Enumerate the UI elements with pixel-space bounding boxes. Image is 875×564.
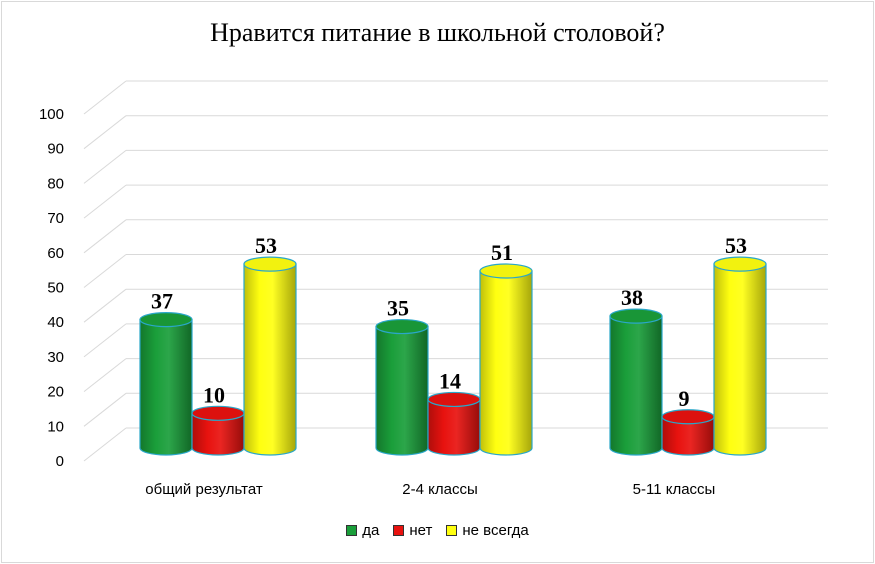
y-tick-label: 80	[47, 175, 64, 192]
gridline-diagonal	[83, 427, 127, 462]
data-label: 51	[491, 240, 513, 265]
data-label: 37	[151, 289, 173, 314]
gridline-diagonal	[83, 80, 127, 115]
gridlines	[83, 80, 828, 462]
bar-да-0	[139, 312, 193, 456]
chart-title: Нравится питание в школьной столовой?	[210, 18, 665, 47]
bar-body	[427, 398, 481, 456]
bars	[139, 256, 767, 456]
bar-не-всегда-2	[713, 256, 767, 456]
bar-top	[191, 405, 245, 421]
y-tick-label: 70	[47, 210, 64, 227]
legend-item: нет	[393, 522, 432, 539]
y-tick-label: 90	[47, 141, 64, 158]
x-tick-label: общий результат	[145, 481, 263, 498]
bar-body	[661, 416, 715, 456]
gridline-diagonal	[83, 254, 127, 288]
data-label: 53	[725, 233, 747, 258]
data-label: 14	[439, 368, 461, 393]
gridline-diagonal	[83, 392, 127, 427]
bar-body	[243, 263, 297, 456]
y-tick-label: 60	[47, 245, 64, 262]
bar-top	[427, 391, 481, 408]
data-label: 38	[621, 285, 643, 310]
legend-swatch	[346, 525, 358, 536]
gridline-diagonal	[83, 115, 127, 150]
bar-body	[479, 270, 533, 456]
y-tick-label: 10	[47, 418, 64, 435]
bar-нет-2	[661, 409, 715, 456]
y-tick-label: 100	[39, 106, 64, 123]
y-tick-label: 0	[56, 453, 64, 470]
bar-top	[713, 256, 767, 272]
legend-swatch	[446, 525, 458, 536]
bar-top	[479, 263, 533, 279]
legend-label: нет	[409, 522, 433, 539]
bar-да-2	[609, 308, 663, 456]
data-label: 35	[387, 296, 409, 321]
bar-top	[243, 256, 297, 272]
legend-swatch	[393, 525, 405, 536]
bar-да-1	[375, 318, 429, 456]
bar-body	[609, 315, 663, 456]
data-label: 9	[679, 386, 690, 411]
gridline-diagonal	[83, 184, 127, 219]
bar-body	[191, 412, 245, 456]
chart-legend: да нет не всегда	[0, 522, 875, 539]
bar-нет-1	[427, 391, 481, 456]
gridline-diagonal	[83, 323, 127, 358]
gridline-diagonal	[83, 358, 127, 392]
y-tick-label: 30	[47, 349, 64, 366]
data-label: 53	[255, 233, 277, 258]
bar-top	[139, 312, 193, 328]
bar-body	[375, 325, 429, 456]
gridline-diagonal	[83, 219, 127, 254]
bar-top	[661, 409, 715, 425]
y-tick-label: 20	[47, 384, 64, 401]
gridline-diagonal	[83, 150, 127, 184]
legend-item: не всегда	[446, 522, 529, 539]
bar-не-всегда-0	[243, 256, 297, 456]
bar-не-всегда-1	[479, 263, 533, 456]
bar-body	[713, 263, 767, 456]
bar-body	[139, 319, 193, 456]
bar-нет-0	[191, 405, 245, 456]
x-tick-label: 5-11 классы	[633, 481, 716, 498]
x-tick-label: 2-4 классы	[402, 481, 477, 498]
legend-label: да	[362, 522, 380, 539]
data-label: 10	[203, 382, 225, 407]
legend-label: не всегда	[462, 522, 529, 539]
bar-top	[375, 318, 429, 335]
gridline-diagonal	[83, 288, 127, 323]
bar-top	[609, 308, 663, 324]
y-tick-label: 40	[47, 314, 64, 331]
y-tick-label: 50	[47, 280, 64, 297]
legend-item: да	[346, 522, 379, 539]
